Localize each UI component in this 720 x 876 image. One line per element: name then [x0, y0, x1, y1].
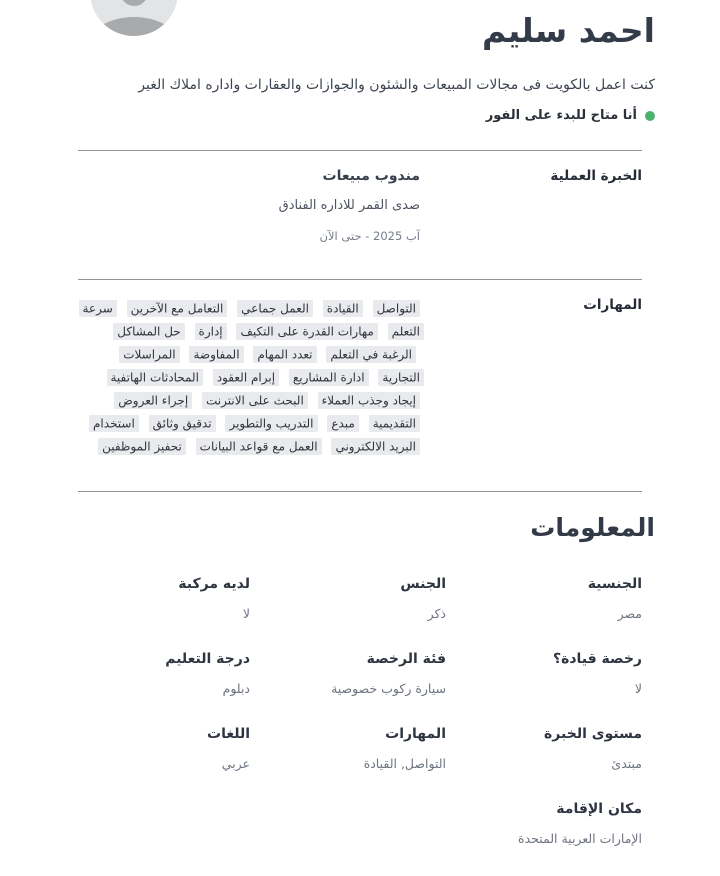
availability-status: أنا متاح للبدء على الفور — [65, 108, 655, 123]
skill-tags-list: التواصل القيادة العمل جماعي التعامل مع ا… — [78, 297, 424, 464]
info-field-value: الإمارات العربية المتحدة — [518, 831, 642, 847]
availability-dot-icon — [645, 110, 655, 121]
skill-tag: تحفيز الموظفين — [98, 437, 186, 455]
skill-tag: تعدد المهام — [253, 345, 317, 363]
info-field: الجنسية مصر — [470, 576, 642, 621]
avatar-placeholder-person-icon — [118, 0, 150, 7]
skill-tag: ادارة المشاريع — [288, 368, 369, 386]
info-field-label: الجنسية — [587, 576, 642, 593]
skill-tag: حل المشاكل — [113, 322, 185, 340]
skill-tag: البحث على الانترنت — [201, 391, 308, 409]
skill-tag: التعامل مع الآخرين — [126, 299, 228, 317]
info-field: رخصة قيادة؟ لا — [470, 651, 642, 696]
info-field: المهارات التواصل, القيادة — [274, 726, 446, 771]
job-title: مندوب مبيعات — [322, 168, 420, 185]
availability-label: أنا متاح للبدء على الفور — [485, 108, 637, 124]
company-name: صدى القمر للاداره الفنادق — [278, 198, 420, 214]
info-section: المعلومات الجنسية مصر الجنس ذكر لديه مرك… — [65, 513, 655, 876]
info-field-label: الجنس — [400, 576, 446, 593]
experience-section: الخبرة العملية مندوب مبيعات صدى القمر لل… — [65, 151, 655, 252]
skill-tag: العمل جماعي — [237, 299, 313, 317]
info-field-label: مستوى الخبرة — [544, 726, 642, 743]
divider — [78, 279, 642, 281]
profile-name: احمد سليم — [481, 11, 655, 50]
info-field-value: دبلوم — [222, 681, 250, 697]
divider — [78, 150, 642, 152]
info-field: اللغات عربي — [78, 726, 250, 771]
experience-section-label: الخبرة العملية — [550, 168, 642, 185]
info-field-label: درجة التعليم — [165, 651, 250, 668]
skill-tag: العمل مع قواعد البيانات — [195, 437, 322, 455]
info-field-value: مصر — [617, 606, 642, 622]
info-section-title: المعلومات — [530, 513, 655, 543]
avatar-placeholder-shoulders-icon — [90, 16, 178, 36]
skills-section-label: المهارات — [583, 297, 642, 314]
experience-entry: مندوب مبيعات صدى القمر للاداره الفنادق آ… — [78, 168, 420, 252]
skill-tag: المحادثات الهاتفية — [106, 368, 203, 386]
info-field-value: ذكر — [427, 606, 446, 622]
info-field-value: لا — [634, 681, 642, 697]
profile-header: احمد سليم كنت اعمل بالكويت فى مجالات الم… — [65, 0, 655, 123]
info-grid: الجنسية مصر الجنس ذكر لديه مركبة لا رخصة… — [65, 576, 655, 876]
skill-tag: إيجاد وجذب العملاء — [317, 391, 420, 409]
info-field-label: المهارات — [385, 726, 446, 743]
info-field-label: مكان الإقامة — [556, 801, 642, 818]
skill-tag: التدريب والتطوير — [225, 414, 318, 432]
info-field-value: سيارة ركوب خصوصية — [331, 681, 446, 697]
avatar — [90, 0, 178, 36]
info-field: درجة التعليم دبلوم — [78, 651, 250, 696]
info-field-label: اللغات — [207, 726, 250, 743]
skill-tag: الرغبة في التعلم — [326, 345, 416, 363]
skill-tag: تدقيق وثائق — [148, 414, 216, 432]
work-period: آب 2025 - حتى الآن — [319, 229, 420, 244]
info-field: فئة الرخصة سيارة ركوب خصوصية — [274, 651, 446, 696]
skill-tag: مهارات القدرة على التكيف — [236, 322, 378, 340]
info-field-value: عربي — [221, 756, 250, 772]
info-field-value: التواصل, القيادة — [363, 756, 446, 772]
profile-description: كنت اعمل بالكويت فى مجالات المبيعات والش… — [138, 76, 655, 93]
info-field: مكان الإقامة الإمارات العربية المتحدة — [470, 801, 642, 846]
info-field: مستوى الخبرة مبتدئ — [470, 726, 642, 771]
info-field-value: مبتدئ — [611, 756, 642, 772]
info-field-label: رخصة قيادة؟ — [552, 651, 642, 668]
info-field-value: لا — [242, 606, 250, 622]
skill-tag: إدارة — [194, 322, 227, 340]
skill-tag: المفاوضة — [189, 345, 244, 363]
skill-tag: إبرام العقود — [212, 368, 280, 386]
divider — [78, 491, 642, 493]
info-field-label: لديه مركبة — [178, 576, 250, 593]
info-field: لديه مركبة لا — [78, 576, 250, 621]
skill-tag: التواصل — [372, 299, 420, 317]
info-field-label: فئة الرخصة — [366, 651, 446, 668]
info-field: الجنس ذكر — [274, 576, 446, 621]
skills-section: المهارات التواصل القيادة العمل جماعي الت… — [65, 280, 655, 464]
skill-tag: مبدع — [327, 414, 359, 432]
skill-tag: القيادة — [322, 299, 363, 317]
profile-page: احمد سليم كنت اعمل بالكويت فى مجالات الم… — [65, 0, 655, 876]
